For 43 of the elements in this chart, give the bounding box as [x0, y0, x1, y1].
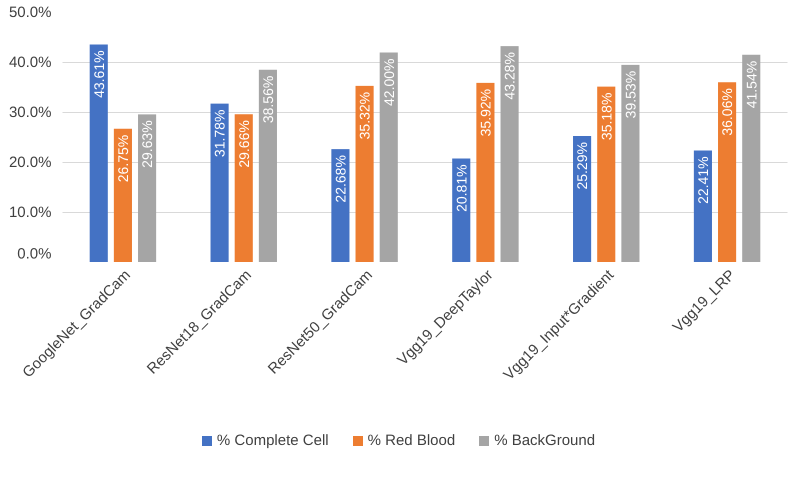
- bar: [138, 114, 156, 262]
- bar: [114, 128, 132, 262]
- legend-label: % Red Blood: [368, 431, 456, 451]
- y-tick-label: 10.0%: [8, 204, 52, 221]
- bar: [597, 86, 616, 262]
- data-label: 35.18%: [598, 92, 614, 140]
- bar: [380, 52, 398, 262]
- data-label: 25.29%: [574, 142, 590, 190]
- data-label: 29.66%: [236, 120, 252, 168]
- legend-label: % Complete Cell: [216, 431, 329, 451]
- bar: [210, 104, 229, 262]
- bar: [258, 70, 277, 262]
- data-label: 43.61%: [90, 50, 107, 98]
- bar: [90, 44, 108, 262]
- bar: [452, 158, 470, 262]
- data-label: 22.41%: [694, 156, 711, 204]
- data-label: 36.06%: [719, 88, 736, 136]
- data-label: 35.32%: [356, 92, 373, 140]
- y-tick-label: 30.0%: [8, 104, 52, 121]
- data-label: 29.63%: [139, 120, 156, 168]
- bar: [573, 136, 592, 262]
- data-label: 26.75%: [114, 134, 131, 182]
- data-label: 22.68%: [332, 155, 348, 203]
- y-tick-label: 40.0%: [8, 54, 52, 71]
- data-label: 43.28%: [502, 52, 518, 100]
- data-label: 35.92%: [477, 88, 494, 136]
- bar: [621, 64, 640, 262]
- bar: [234, 114, 253, 262]
- bar: [718, 82, 736, 262]
- bar: [500, 46, 519, 262]
- data-label: 20.81%: [453, 164, 470, 212]
- y-tick-label: 20.0%: [8, 154, 52, 171]
- bar: [742, 54, 760, 262]
- legend-label: % BackGround: [494, 431, 596, 451]
- data-label: 39.53%: [622, 70, 638, 118]
- y-tick-label: 50.0%: [8, 4, 52, 21]
- y-tick-label: 0.0%: [17, 246, 52, 262]
- data-label: 38.56%: [260, 76, 276, 124]
- data-label: 42.00%: [380, 58, 397, 106]
- bar: [356, 86, 374, 262]
- data-label: 41.54%: [743, 60, 760, 108]
- bar: [476, 82, 494, 262]
- data-label: 31.78%: [212, 110, 228, 158]
